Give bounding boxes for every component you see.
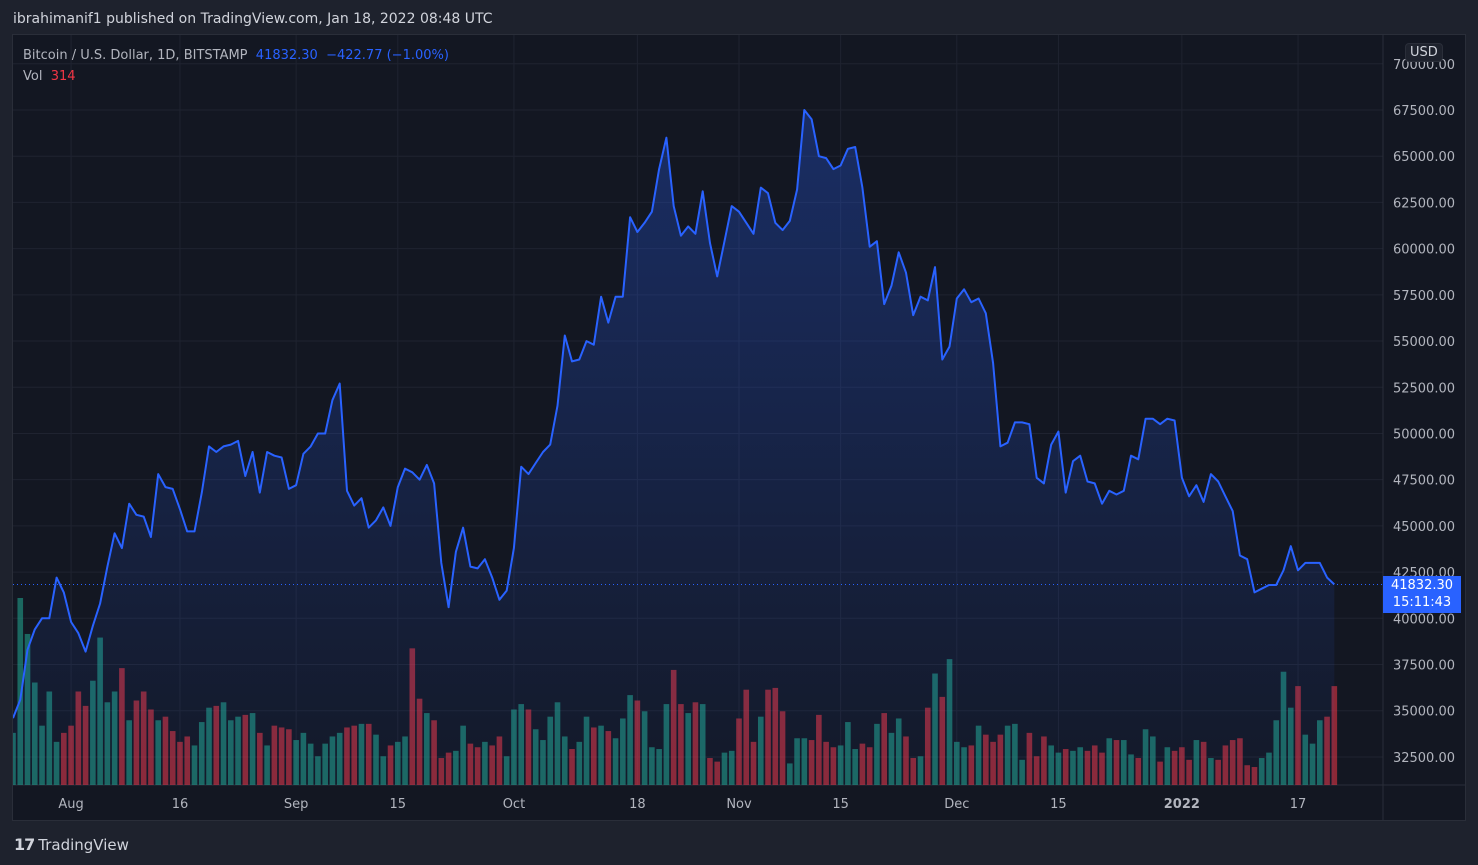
volume-bar-down bbox=[1331, 686, 1338, 785]
time-axis-tick-label: 18 bbox=[629, 797, 646, 812]
time-axis-tick-label: 2022 bbox=[1164, 797, 1200, 812]
volume-bar-up bbox=[17, 598, 24, 785]
last-price-label-value: 41832.30 bbox=[1390, 578, 1454, 593]
time-axis-tick-label: Dec bbox=[944, 797, 969, 812]
price-axis-tick-label: 32500.00 bbox=[1393, 751, 1455, 766]
time-axis-tick-label: 17 bbox=[1290, 797, 1307, 812]
price-axis-tick-label: 60000.00 bbox=[1393, 243, 1455, 258]
price-axis-tick-label: 45000.00 bbox=[1393, 520, 1455, 535]
price-axis-tick-label: 35000.00 bbox=[1393, 705, 1455, 720]
time-axis-tick-label: Sep bbox=[284, 797, 309, 812]
price-axis-tick-label: 67500.00 bbox=[1393, 104, 1455, 119]
published-caption: ibrahimanif1 published on TradingView.co… bbox=[13, 11, 493, 27]
time-axis-tick-label: Nov bbox=[726, 797, 752, 812]
last-price-label: 41832.30 15:11:43 bbox=[1383, 576, 1461, 613]
price-change-value: −422.77 (−1.00%) bbox=[326, 48, 449, 63]
time-axis-tick-label: 15 bbox=[832, 797, 849, 812]
price-axis-tick-label: 37500.00 bbox=[1393, 659, 1455, 674]
time-axis-tick-label: Aug bbox=[58, 797, 83, 812]
bar-countdown: 15:11:43 bbox=[1392, 595, 1452, 610]
chart-legend: Bitcoin / U.S. Dollar, 1D, BITSTAMP 4183… bbox=[23, 45, 449, 87]
price-axis-tick-label: 62500.00 bbox=[1393, 196, 1455, 211]
plot-area bbox=[13, 109, 1338, 785]
tradingview-logo-mark: 17 bbox=[14, 835, 35, 854]
price-axis-tick-label: 50000.00 bbox=[1393, 427, 1455, 442]
price-axis-tick-label: 55000.00 bbox=[1393, 335, 1455, 350]
symbol-title[interactable]: Bitcoin / U.S. Dollar, 1D, BITSTAMP bbox=[23, 48, 248, 63]
time-axis-tick-label: 15 bbox=[1050, 797, 1067, 812]
volume-value: 314 bbox=[50, 69, 76, 84]
time-axis-tick-label: Oct bbox=[503, 797, 525, 812]
volume-label[interactable]: Vol bbox=[23, 69, 43, 84]
price-axis-tick-label: 47500.00 bbox=[1393, 474, 1455, 489]
price-area-fill bbox=[13, 110, 1335, 785]
symbol-legend-row: Bitcoin / U.S. Dollar, 1D, BITSTAMP 4183… bbox=[23, 45, 449, 66]
time-axis-tick-label: 16 bbox=[172, 797, 189, 812]
time-axis-tick-label: 15 bbox=[390, 797, 407, 812]
price-axis-tick-label: 40000.00 bbox=[1393, 612, 1455, 627]
price-axis-tick-label: 65000.00 bbox=[1393, 150, 1455, 165]
volume-legend-row: Vol 314 bbox=[23, 66, 449, 87]
tradingview-brand-name: TradingView bbox=[38, 835, 129, 854]
last-price-value: 41832.30 bbox=[255, 48, 318, 63]
tradingview-logo[interactable]: 17 TradingView bbox=[14, 835, 129, 854]
price-line bbox=[13, 109, 1335, 719]
price-axis-tick-label: 52500.00 bbox=[1393, 381, 1455, 396]
price-axis-tick-label: 57500.00 bbox=[1393, 289, 1455, 304]
currency-button[interactable]: USD bbox=[1405, 43, 1443, 62]
